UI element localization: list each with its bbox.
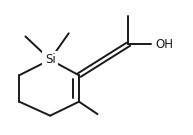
Text: OH: OH [155,38,173,51]
Text: Si: Si [45,53,56,66]
